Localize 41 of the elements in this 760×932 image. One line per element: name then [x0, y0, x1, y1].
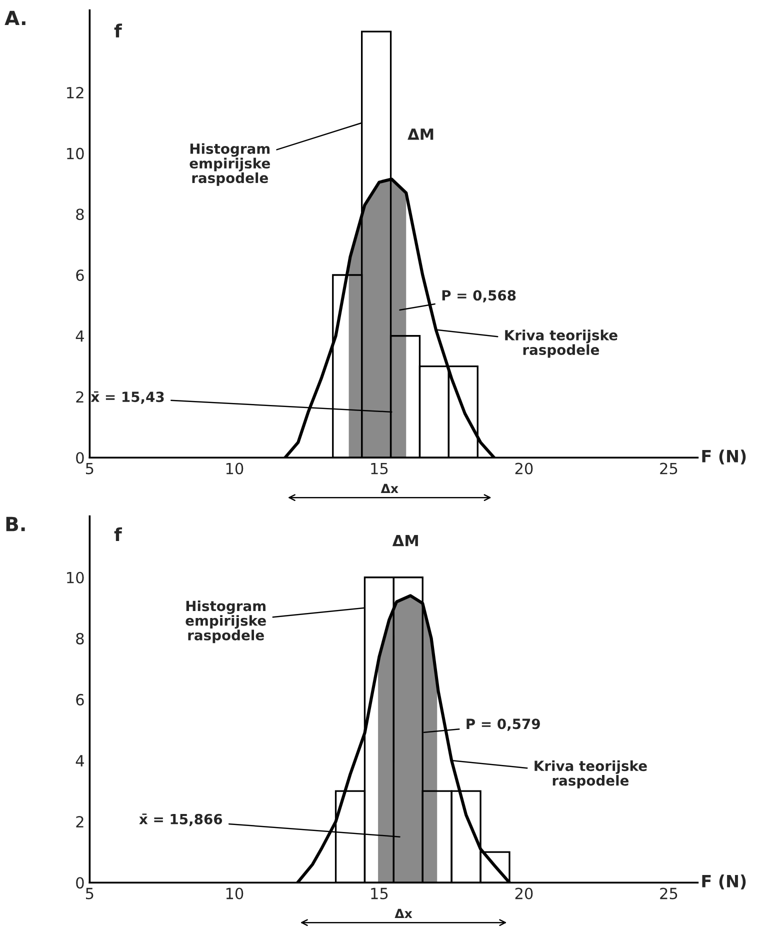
x-tick-label: 25 [660, 462, 678, 474]
x-axis-title: F (N) [702, 874, 746, 890]
x-tick-label: 20 [515, 888, 533, 900]
y-tick-label: 2 [76, 391, 84, 403]
annotation: ΔM [408, 128, 434, 140]
y-tick-label: 8 [76, 632, 84, 644]
annotation: Histogram empirijske raspodele [186, 600, 266, 644]
annotation: Histogram empirijske raspodele [190, 143, 270, 186]
y-axis-title: f [114, 24, 122, 38]
x-tick-label: 5 [86, 888, 94, 900]
chart-title: A. [4, 10, 26, 26]
x-tick-label: 5 [86, 462, 94, 474]
annotation: x̄ = 15,43 [90, 391, 164, 404]
annotation: Kriva teorijske raspodele [505, 330, 618, 358]
x-tick-label: 20 [515, 462, 533, 474]
annotation: Kriva teorijske raspodele [534, 760, 647, 788]
y-tick-label: 10 [67, 572, 84, 584]
y-tick-label: 2 [76, 816, 84, 828]
x-tick-label: 10 [226, 462, 244, 474]
y-tick-label: 6 [76, 269, 84, 282]
x-tick-label: 15 [371, 888, 388, 900]
annotation: P = 0,579 [466, 718, 540, 731]
x-tick-label: 10 [226, 888, 244, 900]
text: Δx [380, 484, 398, 494]
annotation: x̄ = 15,866 [139, 814, 222, 826]
y-tick-label: 4 [76, 755, 84, 766]
y-tick-label: 0 [76, 452, 84, 464]
y-tick-label: 6 [76, 694, 84, 706]
x-tick-label: 15 [371, 462, 388, 474]
x-axis-title: F (N) [702, 450, 746, 464]
y-tick-label: 0 [76, 877, 84, 889]
text: Δx [394, 908, 412, 918]
y-tick-label: 4 [76, 330, 84, 342]
y-axis-title: f [114, 527, 122, 542]
annotation: ΔM [392, 535, 418, 546]
y-tick-label: 8 [76, 208, 84, 220]
y-tick-label: 12 [67, 86, 84, 98]
y-tick-label: 10 [67, 148, 84, 160]
chart-title: B. [6, 516, 25, 532]
x-tick-label: 25 [660, 888, 678, 900]
annotation: P = 0,568 [442, 290, 516, 302]
